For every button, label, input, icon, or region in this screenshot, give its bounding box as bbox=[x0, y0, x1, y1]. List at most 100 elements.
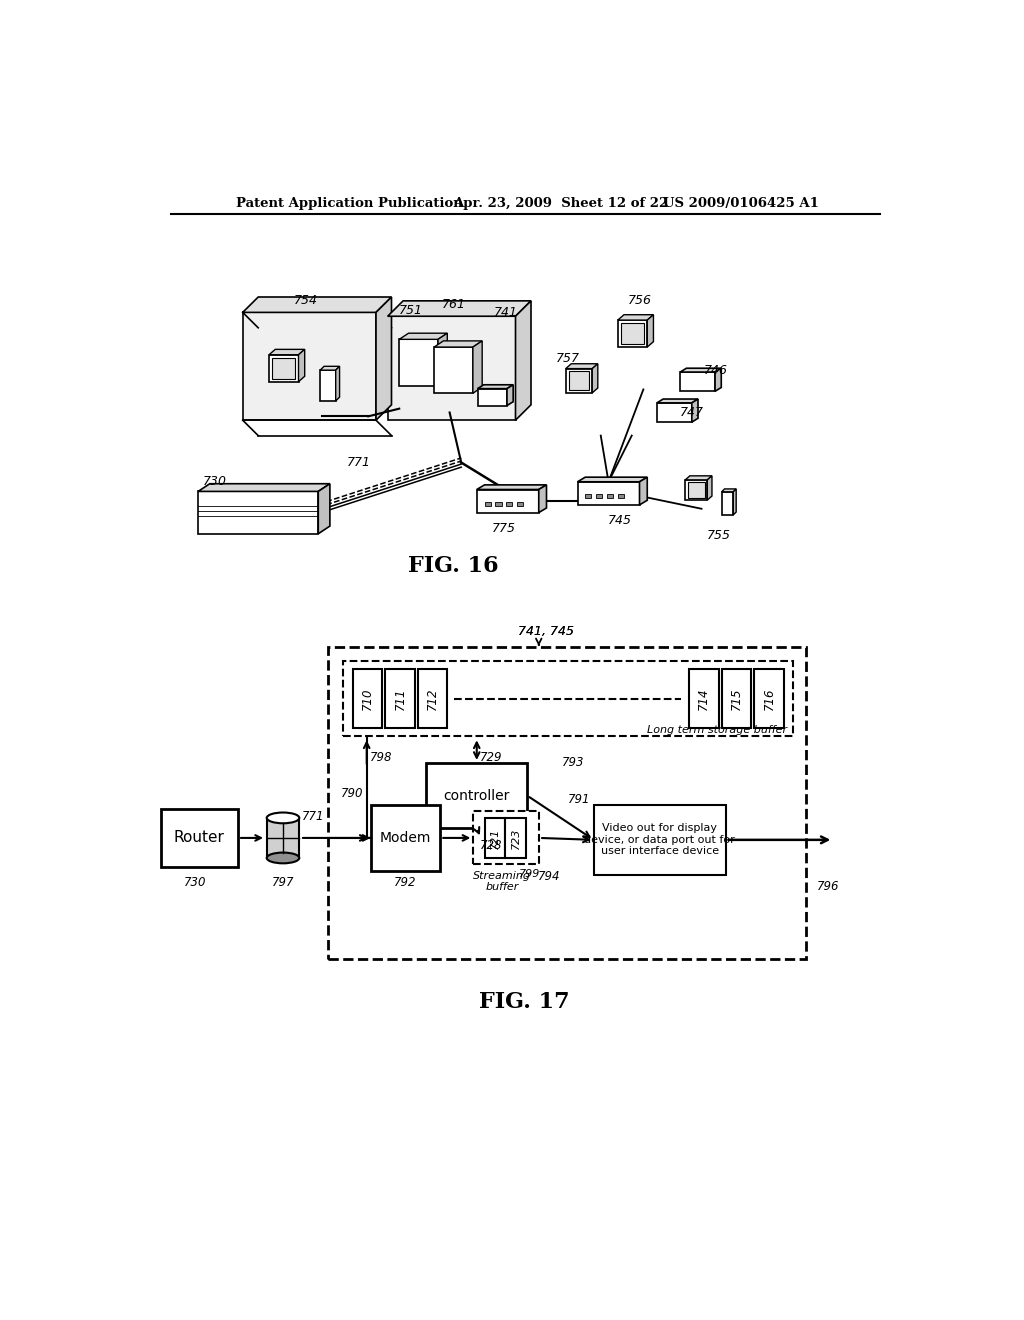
Polygon shape bbox=[321, 367, 340, 370]
Text: Apr. 23, 2009  Sheet 12 of 22: Apr. 23, 2009 Sheet 12 of 22 bbox=[454, 197, 669, 210]
Text: 721: 721 bbox=[490, 828, 501, 849]
Polygon shape bbox=[685, 475, 712, 480]
Bar bbox=[755, 669, 783, 729]
Polygon shape bbox=[657, 399, 698, 403]
Text: Router: Router bbox=[174, 830, 224, 845]
Ellipse shape bbox=[266, 813, 299, 824]
Polygon shape bbox=[434, 347, 473, 393]
Text: Modem: Modem bbox=[380, 830, 431, 845]
Text: 771: 771 bbox=[347, 455, 371, 469]
Polygon shape bbox=[388, 301, 531, 317]
Polygon shape bbox=[565, 364, 598, 368]
Polygon shape bbox=[647, 314, 653, 347]
Polygon shape bbox=[473, 341, 482, 393]
Text: 715: 715 bbox=[730, 688, 742, 710]
Polygon shape bbox=[680, 368, 721, 372]
Text: 730: 730 bbox=[203, 475, 226, 488]
Text: FIG. 16: FIG. 16 bbox=[409, 556, 499, 578]
Bar bbox=[506, 817, 525, 858]
Text: 745: 745 bbox=[608, 513, 632, 527]
Text: 796: 796 bbox=[816, 879, 839, 892]
Bar bbox=[617, 494, 624, 498]
Bar bbox=[328, 647, 806, 960]
Bar bbox=[586, 494, 592, 498]
Polygon shape bbox=[336, 367, 340, 401]
Polygon shape bbox=[477, 490, 539, 512]
Polygon shape bbox=[685, 480, 708, 500]
Polygon shape bbox=[715, 368, 721, 391]
Bar bbox=[266, 818, 299, 858]
Polygon shape bbox=[198, 491, 318, 533]
Bar bbox=[343, 661, 793, 737]
Polygon shape bbox=[539, 484, 547, 512]
Bar bbox=[689, 669, 719, 729]
Text: FIG. 17: FIG. 17 bbox=[479, 990, 570, 1012]
Text: 791: 791 bbox=[568, 792, 591, 805]
Text: 754: 754 bbox=[294, 294, 318, 308]
Polygon shape bbox=[399, 339, 438, 385]
Bar bbox=[371, 805, 440, 871]
Text: Long term storage buffer: Long term storage buffer bbox=[646, 725, 786, 735]
Text: US 2009/0106425 A1: US 2009/0106425 A1 bbox=[663, 197, 818, 210]
Text: 799: 799 bbox=[519, 869, 540, 879]
Text: 798: 798 bbox=[370, 751, 392, 764]
Polygon shape bbox=[438, 333, 447, 385]
Polygon shape bbox=[578, 478, 647, 482]
Polygon shape bbox=[388, 317, 515, 420]
Text: 794: 794 bbox=[538, 870, 560, 883]
Polygon shape bbox=[565, 368, 592, 393]
Text: 792: 792 bbox=[394, 875, 417, 888]
Polygon shape bbox=[477, 484, 547, 490]
Bar bbox=[517, 502, 523, 506]
Text: 747: 747 bbox=[680, 407, 705, 418]
Polygon shape bbox=[198, 483, 330, 491]
Text: Streaming
buffer: Streaming buffer bbox=[473, 871, 531, 892]
Text: 755: 755 bbox=[708, 529, 731, 543]
Text: controller: controller bbox=[443, 788, 510, 803]
Polygon shape bbox=[657, 403, 692, 422]
Polygon shape bbox=[434, 341, 482, 347]
Polygon shape bbox=[477, 385, 513, 388]
Text: 741, 745: 741, 745 bbox=[518, 626, 574, 639]
Bar bbox=[496, 502, 502, 506]
Bar bbox=[506, 502, 512, 506]
Polygon shape bbox=[617, 321, 647, 347]
Polygon shape bbox=[515, 301, 531, 420]
Polygon shape bbox=[578, 482, 640, 506]
Text: 741: 741 bbox=[495, 306, 518, 319]
Polygon shape bbox=[680, 372, 715, 391]
Text: 712: 712 bbox=[426, 688, 439, 710]
Polygon shape bbox=[617, 314, 653, 321]
Polygon shape bbox=[269, 350, 305, 355]
Bar bbox=[161, 809, 238, 867]
Text: 790: 790 bbox=[341, 787, 364, 800]
Polygon shape bbox=[272, 358, 295, 379]
Text: Patent Application Publication: Patent Application Publication bbox=[237, 197, 463, 210]
Bar bbox=[473, 812, 540, 865]
Text: 761: 761 bbox=[441, 298, 466, 312]
Polygon shape bbox=[568, 371, 590, 391]
Text: 729: 729 bbox=[480, 751, 503, 764]
Polygon shape bbox=[269, 355, 299, 381]
Polygon shape bbox=[708, 475, 712, 500]
Text: 730: 730 bbox=[184, 875, 207, 888]
Bar bbox=[596, 494, 602, 498]
Text: Video out for display
device, or data port out for
user interface device: Video out for display device, or data po… bbox=[585, 824, 735, 857]
Text: 751: 751 bbox=[399, 305, 423, 317]
Text: 756: 756 bbox=[628, 294, 651, 308]
Text: 746: 746 bbox=[703, 363, 727, 376]
Polygon shape bbox=[299, 350, 305, 381]
Bar bbox=[418, 669, 447, 729]
Bar bbox=[385, 669, 415, 729]
Text: 771: 771 bbox=[302, 810, 325, 824]
Polygon shape bbox=[592, 364, 598, 393]
Polygon shape bbox=[722, 492, 733, 515]
Bar bbox=[607, 494, 613, 498]
Text: 741, 745: 741, 745 bbox=[518, 626, 574, 639]
Bar bbox=[722, 669, 751, 729]
Polygon shape bbox=[507, 385, 513, 405]
Bar bbox=[594, 805, 726, 875]
Bar bbox=[426, 763, 527, 829]
Polygon shape bbox=[243, 313, 391, 327]
Text: 711: 711 bbox=[393, 688, 407, 710]
